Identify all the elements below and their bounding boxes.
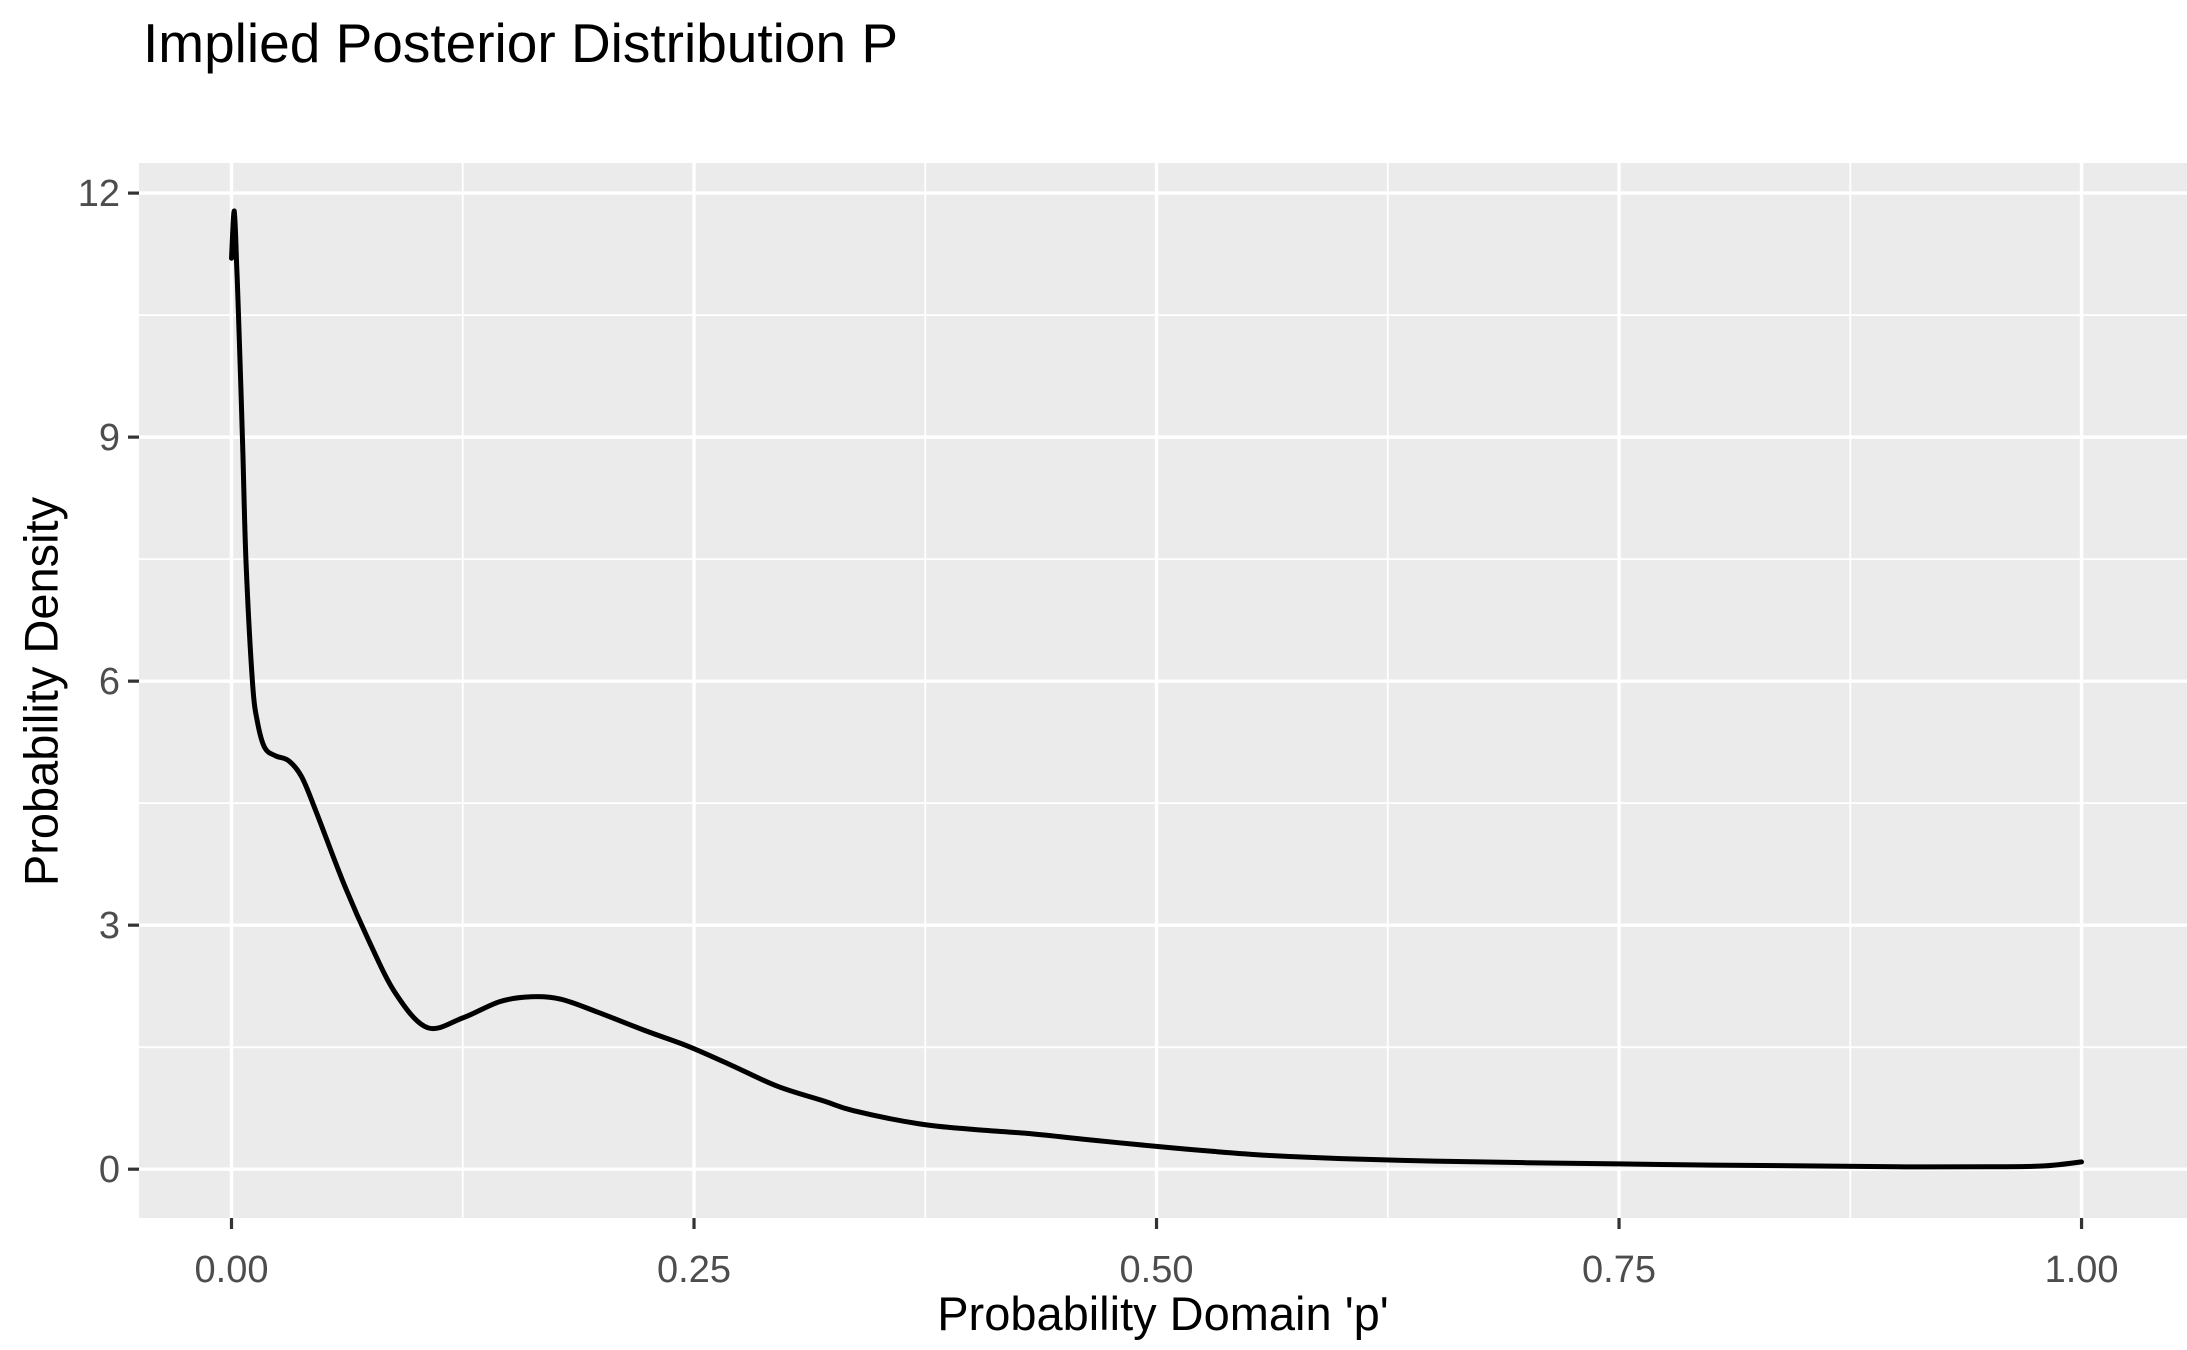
density-curve: [229, 208, 2084, 1170]
y-tick-label: 9: [99, 417, 120, 459]
y-tick-label: 3: [99, 905, 120, 947]
y-tick-label: 12: [78, 173, 120, 215]
y-tick-label: 0: [99, 1149, 120, 1191]
y-axis-title: Probability Density: [14, 496, 68, 887]
x-tick-label: 0.50: [1120, 1249, 1194, 1291]
panel-background: [139, 163, 2187, 1218]
y-tick-label: 6: [99, 661, 120, 703]
x-tick-label: 0.75: [1582, 1249, 1656, 1291]
x-tick-label: 0.25: [657, 1249, 731, 1291]
x-tick-labels: 0.00 0.25 0.50 0.75 1.00: [195, 1249, 2119, 1291]
x-tick-label: 0.00: [195, 1249, 269, 1291]
plot-title: Implied Posterior Distribution P: [143, 12, 899, 74]
y-tick-labels: 0 3 6 9 12: [78, 173, 120, 1191]
grid-minor: [139, 163, 2187, 1218]
x-axis-title: Probability Domain 'p': [937, 1287, 1389, 1340]
x-tick-label: 1.00: [2045, 1249, 2119, 1291]
axis-tick-marks: [128, 191, 2084, 1229]
grid-major: [139, 163, 2187, 1218]
